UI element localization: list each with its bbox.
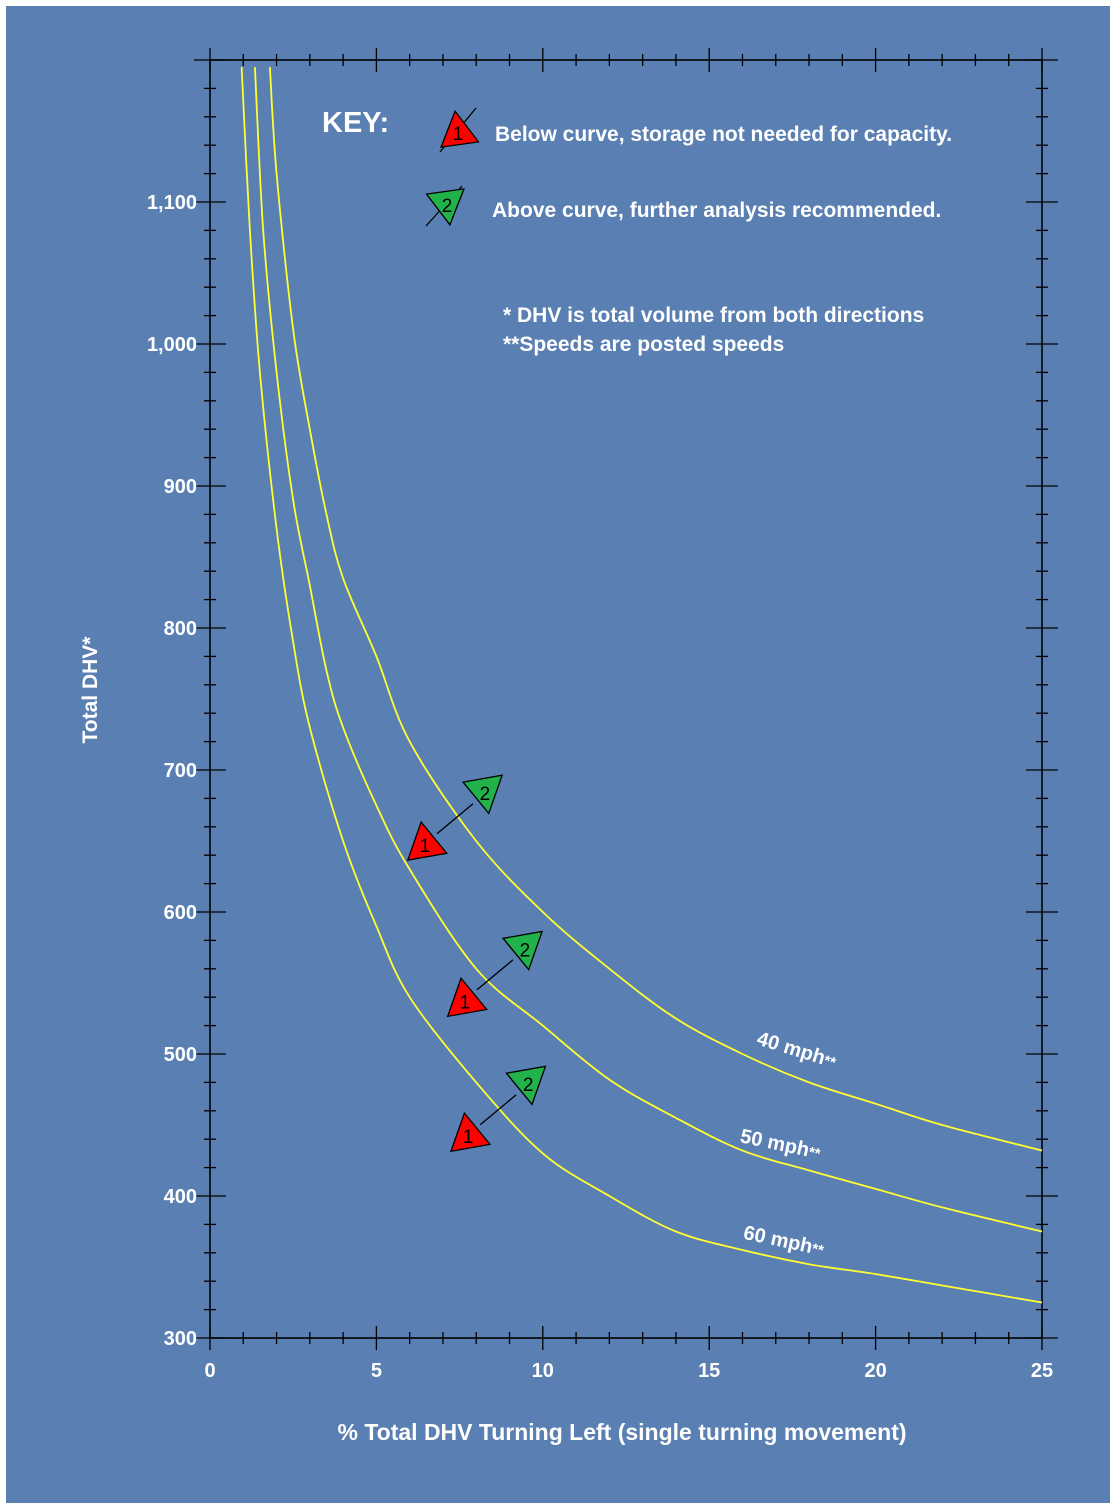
marker-pair: 12 — [406, 774, 504, 861]
y-tick-label: 400 — [164, 1186, 197, 1208]
marker-above-icon: 2 — [461, 774, 504, 815]
x-tick-label: 20 — [864, 1360, 886, 1382]
x-axis-label: % Total DHV Turning Left (single turning… — [337, 1419, 906, 1445]
key-below-label: Below curve, storage not needed for capa… — [495, 123, 952, 146]
marker-below-icon: 1 — [446, 976, 488, 1018]
key-marker-below-shape-shape — [440, 109, 480, 148]
key-title: KEY: — [322, 107, 389, 139]
y-tick-label: 600 — [164, 902, 197, 924]
y-tick-label: 1,000 — [147, 334, 197, 356]
curves — [240, 67, 1043, 1304]
key-marker-below-icon: 1 — [439, 107, 480, 153]
marker-below-icon-number: 1 — [420, 836, 431, 857]
x-tick-label: 0 — [204, 1360, 215, 1382]
marker-above-icon-number: 2 — [523, 1075, 534, 1096]
key-marker-above-icon: 2 — [425, 185, 465, 227]
marker-above-icon-number: 2 — [520, 940, 531, 961]
chart-background — [6, 6, 1110, 1503]
key-marker-below-shape-number: 1 — [453, 124, 464, 145]
marker-below-icon-shape — [450, 1111, 492, 1153]
notes: * DHV is total volume from both directio… — [503, 304, 924, 356]
note-speeds: **Speeds are posted speeds — [503, 333, 784, 356]
marker-above-icon-shape — [501, 930, 544, 971]
marker-connector — [436, 803, 474, 835]
marker-above-icon-shape — [505, 1065, 547, 1106]
key: KEY: 1 Below curve, storage not needed f… — [322, 107, 952, 227]
marker-pair: 12 — [446, 930, 544, 1018]
key-above-label: Above curve, further analysis recommende… — [492, 199, 941, 222]
marker-pair: 12 — [450, 1065, 547, 1153]
marker-below-icon-shape — [446, 976, 488, 1018]
curve-line — [269, 67, 1043, 1152]
x-tick-label: 15 — [698, 1360, 720, 1382]
marker-above-icon: 2 — [501, 930, 544, 971]
marker-above-icon-number: 2 — [480, 784, 491, 805]
marker-below-icon-number: 1 — [460, 992, 471, 1013]
marker-connector — [476, 959, 514, 991]
note-dhv: * DHV is total volume from both directio… — [503, 304, 924, 327]
key-marker-below-shape: 1 — [440, 109, 480, 148]
y-tick-label: 1,100 — [147, 192, 197, 214]
y-axis-label: Total DHV* — [79, 636, 102, 744]
key-marker-above-shape: 2 — [425, 188, 465, 227]
y-tick-label: 800 — [164, 618, 197, 640]
x-tick-label: 10 — [532, 1360, 554, 1382]
y-tick-label: 500 — [164, 1044, 197, 1066]
key-marker-above-shape-shape — [425, 188, 465, 227]
x-tick-label: 5 — [371, 1360, 382, 1382]
marker-above-icon-shape — [461, 774, 504, 815]
plot-frame — [209, 59, 1043, 1339]
marker-below-icon-shape — [406, 820, 448, 861]
axes: 0 5 10 15 20 25 300 400 500 600 700 800 900 1,000 1,10… — [147, 48, 1058, 1382]
curve-line — [240, 67, 1043, 1304]
y-tick-label: 700 — [164, 760, 197, 782]
y-tick-label: 300 — [164, 1328, 197, 1350]
key-marker-above-shape-number: 2 — [442, 196, 453, 217]
marker-above-icon: 2 — [505, 1065, 547, 1106]
marker-below-icon: 1 — [406, 820, 448, 861]
curve-line — [254, 67, 1043, 1233]
marker-connector — [479, 1094, 517, 1126]
marker-below-icon: 1 — [450, 1111, 492, 1153]
y-tick-label: 900 — [164, 476, 197, 498]
x-tick-label: 25 — [1031, 1360, 1053, 1382]
marker-below-icon-number: 1 — [463, 1127, 474, 1148]
